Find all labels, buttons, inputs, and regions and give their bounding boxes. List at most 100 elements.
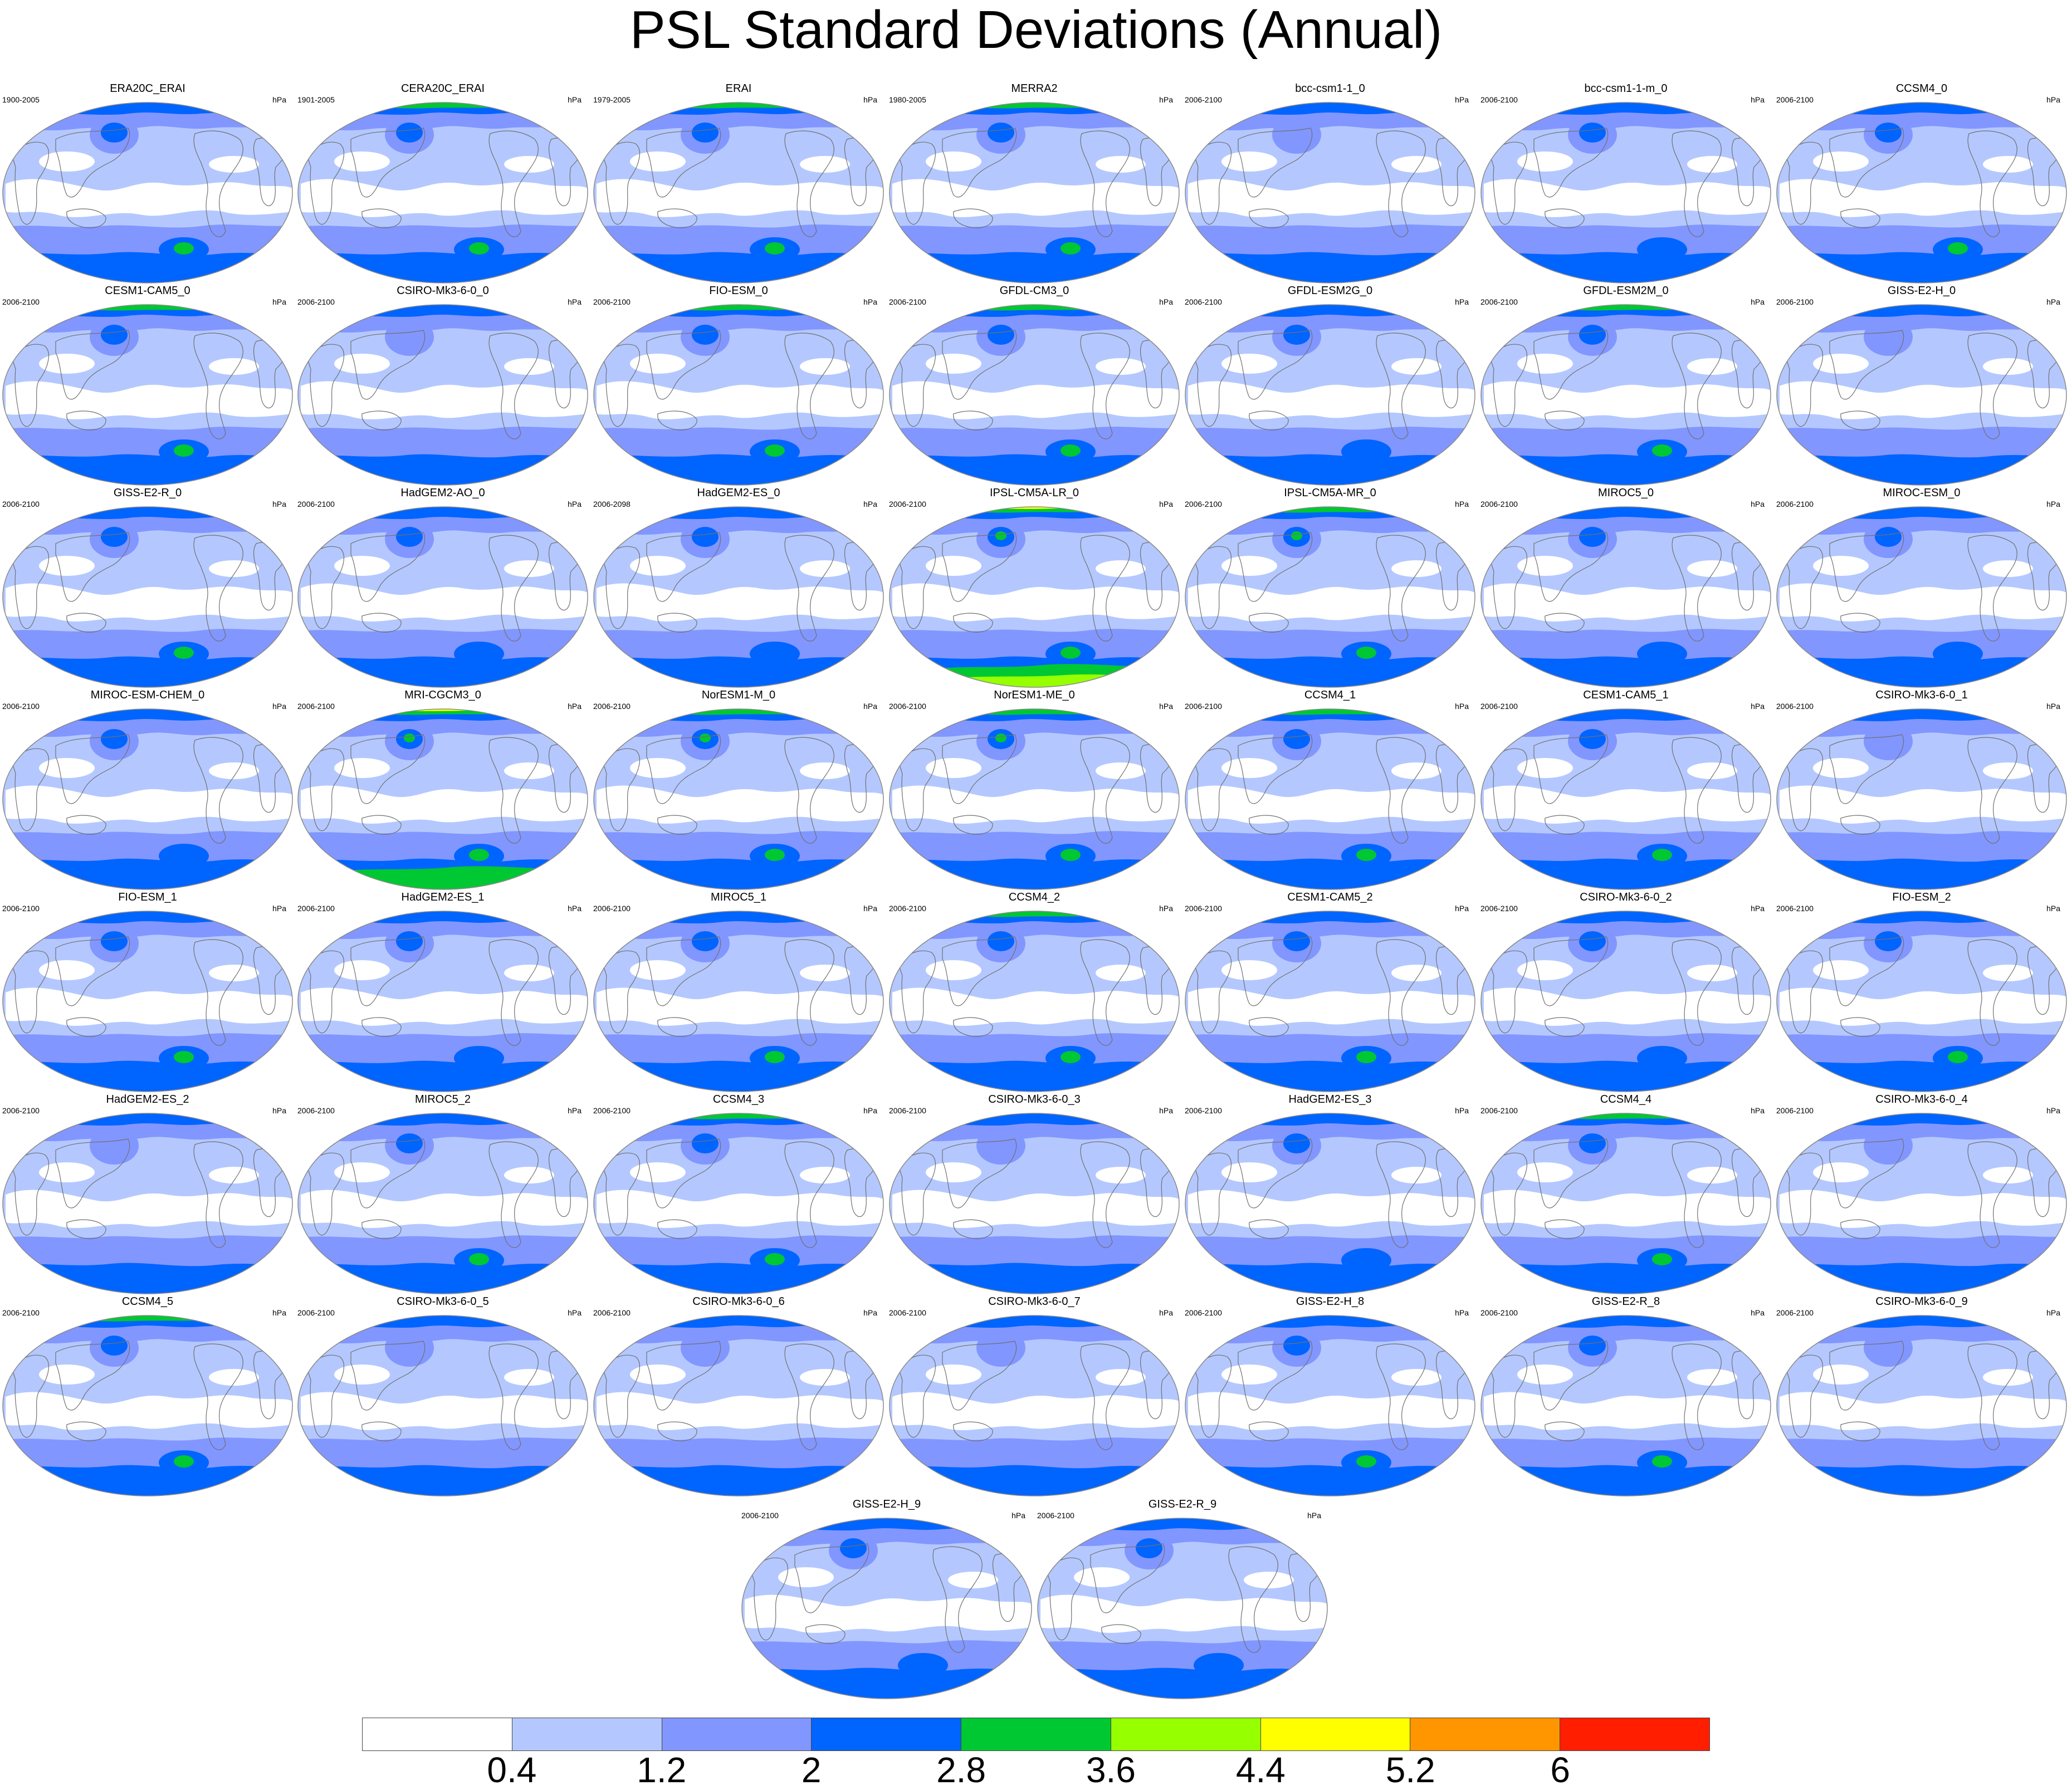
map-panel: CCSM4_4 2006-2100 hPa	[1478, 1093, 1773, 1296]
panel-unit: hPa	[863, 297, 877, 306]
tropical-low-variability	[597, 987, 883, 1026]
north-pacific-high	[1875, 123, 1902, 143]
map-panel: HadGEM2-AO_0 2006-2100 hPa	[295, 487, 590, 689]
psl-std-map	[593, 1113, 884, 1294]
panel-unit: hPa	[1455, 500, 1469, 508]
low-variability-patch	[926, 151, 981, 172]
south-high-band	[3, 454, 292, 485]
south-high-band	[298, 1263, 588, 1294]
map-panel: HadGEM2-ES_2 2006-2100 hPa	[0, 1093, 295, 1296]
south-high-band	[1777, 1060, 2066, 1092]
panel-title: GFDL-ESM2G_0	[1287, 285, 1373, 297]
coastlines	[11, 330, 286, 439]
north-pacific-high	[1875, 931, 1902, 951]
panel-period: 1900-2005	[2, 95, 40, 104]
tropical-low-variability	[1484, 1190, 1771, 1228]
south-high-band	[594, 1060, 883, 1092]
low-variability-patch	[1983, 156, 2033, 173]
north-pacific-high	[1283, 1336, 1310, 1356]
panel-title: FIO-ESM_1	[118, 891, 177, 903]
south-high-band	[3, 1263, 292, 1294]
north-pacific-high	[1579, 527, 1606, 547]
north-pacific-high	[101, 123, 128, 143]
low-variability-patch	[800, 560, 850, 577]
south-pacific-peak	[469, 1253, 489, 1265]
low-variability-patch	[209, 965, 259, 981]
map-panel: CSIRO-Mk3-6-0_6 2006-2100 hPa	[591, 1295, 886, 1498]
low-variability-patch	[1983, 1167, 2033, 1183]
south-high-band	[1777, 1465, 2066, 1496]
tropical-low-variability	[745, 1595, 1032, 1633]
south-high-band	[3, 1465, 292, 1496]
map-panel: CSIRO-Mk3-6-0_5 2006-2100 hPa	[295, 1295, 590, 1498]
panel-period: 2006-2100	[1480, 702, 1518, 711]
map-outline	[889, 1315, 1180, 1496]
panel-title: MIROC-ESM_0	[1883, 487, 1961, 499]
south-extreme-mid	[298, 866, 588, 889]
map-outline	[1776, 506, 2067, 688]
psl-std-map	[889, 102, 1180, 283]
panel-title: IPSL-CM5A-MR_0	[1284, 487, 1376, 499]
map-outline	[2, 911, 293, 1092]
north-pacific-high	[1579, 1133, 1606, 1153]
panel-title: HadGEM2-ES_3	[1288, 1093, 1372, 1106]
psl-std-map	[1776, 1113, 2067, 1294]
psl-std-map	[1185, 911, 1475, 1092]
map-panel: MRI-CGCM3_0 2006-2100 hPa	[295, 689, 590, 892]
map-panel: CSIRO-Mk3-6-0_4 2006-2100 hPa	[1774, 1093, 2069, 1296]
panel-title: HadGEM2-AO_0	[400, 487, 485, 499]
psl-std-map	[2, 102, 293, 283]
north-pacific-peak	[1291, 531, 1302, 540]
panel-period: 2006-2100	[1776, 1106, 1814, 1115]
colorbar-box	[662, 1718, 812, 1751]
low-variability-patch	[1244, 1572, 1294, 1588]
south-pacific-peak	[1948, 1051, 1968, 1063]
panel-period: 2006-2100	[2, 1308, 40, 1317]
panel-title: CESM1-CAM5_2	[1287, 891, 1373, 903]
colorbar-box	[1260, 1718, 1411, 1751]
south-pacific-peak	[174, 1051, 194, 1063]
panel-unit: hPa	[2046, 1308, 2060, 1317]
panel-period: 2006-2100	[1185, 95, 1222, 104]
panel-period: 2006-2100	[889, 904, 926, 913]
north-peak-band	[362, 102, 535, 109]
low-variability-patch	[800, 1369, 850, 1386]
panel-title: CSIRO-Mk3-6-0_5	[397, 1295, 489, 1308]
panel-title: ERA20C_ERAI	[110, 82, 185, 95]
panel-unit: hPa	[1159, 297, 1173, 306]
low-variability-patch	[926, 354, 981, 374]
panel-period: 2006-2100	[1037, 1511, 1074, 1520]
south-pacific-peak	[1061, 242, 1081, 255]
south-high-band	[1481, 1465, 1771, 1496]
low-variability-patch	[1813, 960, 1869, 980]
panel-unit: hPa	[568, 500, 581, 508]
panel-period: 2006-2100	[2, 500, 40, 508]
tropical-low-variability	[6, 1190, 292, 1228]
low-variability-patch	[1096, 560, 1146, 577]
south-pacific-peak	[469, 849, 489, 861]
south-high-band	[298, 252, 588, 283]
low-variability-patch	[1687, 1369, 1737, 1386]
map-panel: CSIRO-Mk3-6-0_0 2006-2100 hPa	[295, 285, 590, 487]
panel-period: 2006-2100	[1776, 297, 1814, 306]
low-variability-patch	[926, 1162, 981, 1182]
panel-title: CCSM4_2	[1008, 891, 1061, 903]
low-variability-patch	[1687, 358, 1737, 375]
north-pacific-mid	[1864, 318, 1913, 356]
panel-period: 2006-2100	[297, 500, 335, 508]
psl-std-map	[1480, 1113, 1771, 1294]
panel-period: 2006-2100	[2, 904, 40, 913]
tropical-low-variability	[892, 179, 1179, 217]
south-pacific-high	[1933, 642, 1983, 666]
tropical-low-variability	[1188, 583, 1475, 622]
low-variability-patch	[504, 965, 554, 981]
map-outline	[1185, 1113, 1475, 1294]
coastlines	[897, 330, 1173, 439]
panel-unit: hPa	[1455, 1308, 1469, 1317]
coastlines	[1193, 1138, 1469, 1248]
panel-unit: hPa	[2046, 702, 2060, 711]
low-variability-patch	[334, 758, 390, 778]
map-panel: GISS-E2-R_9 2006-2100 hPa	[1035, 1498, 1330, 1701]
low-variability-patch	[1813, 1162, 1869, 1182]
low-variability-patch	[1517, 758, 1573, 778]
